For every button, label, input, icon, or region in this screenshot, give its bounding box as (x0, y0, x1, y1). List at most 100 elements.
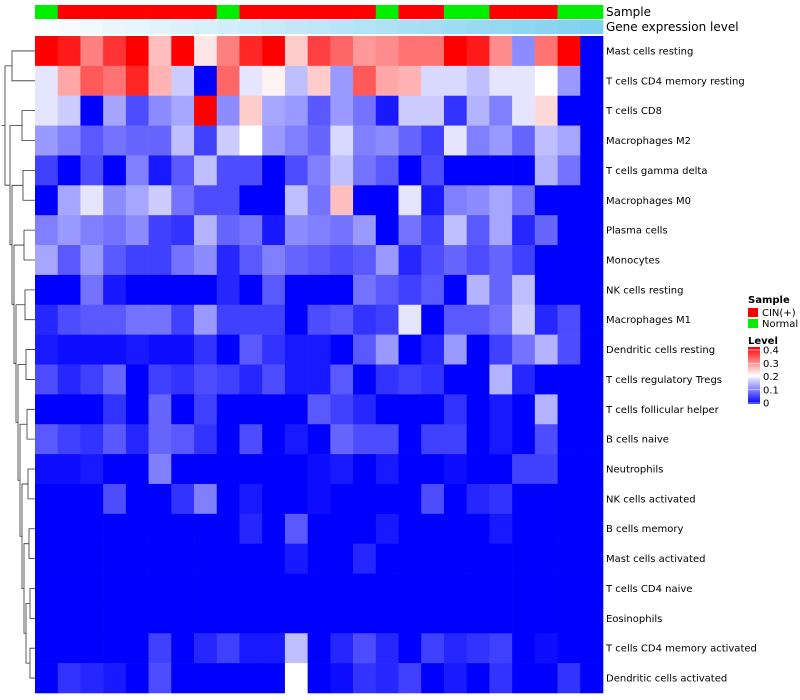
heatmap-cell (353, 95, 377, 126)
heatmap-cell (557, 245, 581, 276)
heatmap-cell (216, 513, 240, 544)
normal-legend-label: Normal (762, 319, 798, 330)
heatmap-cell (375, 364, 399, 395)
heatmap-cell (262, 454, 286, 485)
heatmap-cell (512, 573, 536, 604)
heatmap-cell (262, 364, 286, 395)
heatmap-cell (125, 543, 149, 574)
heatmap-cell (103, 334, 127, 365)
heatmap-cell (284, 304, 308, 335)
heatmap-cell (194, 663, 218, 694)
sample-annotation-bar (35, 5, 604, 19)
dendrogram-branch (21, 110, 35, 141)
heatmap-cell (284, 573, 308, 604)
sample-annotation-cell (307, 5, 331, 19)
heatmap-cell (466, 215, 490, 246)
row-label: T cells follicular helper (605, 405, 720, 416)
heatmap-cell (125, 215, 149, 246)
heatmap-cell (443, 155, 467, 186)
heatmap-cell (443, 633, 467, 664)
heatmap-cell (216, 215, 240, 246)
expression-annotation-cell (443, 20, 467, 34)
heatmap-cell (80, 215, 104, 246)
cin-swatch (748, 308, 758, 317)
dendrogram-branch (15, 304, 25, 423)
expression-annotation-label: Gene expression level (606, 20, 739, 34)
heatmap-cell (80, 513, 104, 544)
heatmap-cell (35, 155, 59, 186)
sample-annotation-cell (534, 5, 558, 19)
heatmap-cell (194, 245, 218, 276)
heatmap-cell (421, 543, 445, 574)
heatmap-cell (580, 155, 604, 186)
heatmap-cell (284, 245, 308, 276)
dendrogram-branch (29, 647, 35, 679)
expression-annotation-cell (307, 20, 331, 34)
heatmap-cell (398, 125, 422, 156)
dendrogram-branch (21, 483, 28, 589)
heatmap-cell (307, 334, 331, 365)
heatmap-cell (489, 334, 513, 365)
heatmap-cell (103, 125, 127, 156)
heatmap-cell (512, 543, 536, 574)
heatmap-cell (466, 543, 490, 574)
heatmap-cell (580, 573, 604, 604)
heatmap-cell (239, 663, 263, 694)
heatmap-cell (262, 245, 286, 276)
heatmap-cell (194, 125, 218, 156)
heatmap-cell (557, 125, 581, 156)
row-label: B cells naive (606, 435, 669, 446)
expression-annotation-cell (80, 20, 104, 34)
heatmap-cell (557, 454, 581, 485)
expression-annotation-cell (148, 20, 172, 34)
heatmap-cell (284, 424, 308, 455)
heatmap-cell (148, 304, 172, 335)
heatmap-cell (262, 155, 286, 186)
heatmap-cell (125, 663, 149, 694)
row-label: T cells CD4 memory activated (605, 644, 757, 655)
heatmap-cell (443, 245, 467, 276)
heatmap-cell (239, 424, 263, 455)
heatmap-cell (580, 245, 604, 276)
dendrogram-branch (13, 244, 24, 364)
heatmap-cell (148, 245, 172, 276)
heatmap-cell (580, 125, 604, 156)
sample-annotation-cell (148, 5, 172, 19)
heatmap-cell (216, 364, 240, 395)
heatmap-cell (489, 603, 513, 634)
heatmap-cell (375, 454, 399, 485)
heatmap-cell (125, 95, 149, 126)
heatmap-cell (512, 454, 536, 485)
heatmap-cell (262, 304, 286, 335)
heatmap-cell (466, 513, 490, 544)
heatmap-cell (353, 424, 377, 455)
heatmap-cell (216, 573, 240, 604)
dendrogram-branch (23, 229, 35, 261)
heatmap-cell (580, 454, 604, 485)
heatmap-cell (466, 274, 490, 306)
heatmap-cell (262, 36, 286, 67)
heatmap-cell (35, 65, 59, 97)
heatmap-cell (580, 364, 604, 395)
heatmap-cell (171, 394, 195, 425)
heatmap-cell (443, 185, 467, 216)
heatmap-cell (421, 245, 445, 276)
heatmap-cell (148, 215, 172, 246)
heatmap-cell (239, 334, 263, 365)
heatmap-cell (80, 36, 104, 67)
heatmap-cell (216, 424, 240, 455)
heatmap-cell (194, 364, 218, 395)
heatmap-cell (216, 454, 240, 485)
heatmap-cell (307, 483, 331, 515)
heatmap-cell (330, 424, 354, 455)
heatmap-cell (194, 95, 218, 126)
heatmap-cell (307, 65, 331, 97)
level-tick-label: 0 (763, 399, 769, 410)
heatmap-cell (103, 663, 127, 694)
heatmap-cell (375, 125, 399, 156)
heatmap-cell (512, 185, 536, 216)
heatmap-cell (284, 125, 308, 156)
heatmap-cell (307, 274, 331, 306)
heatmap-cell (375, 633, 399, 664)
heatmap-cell (353, 274, 377, 306)
